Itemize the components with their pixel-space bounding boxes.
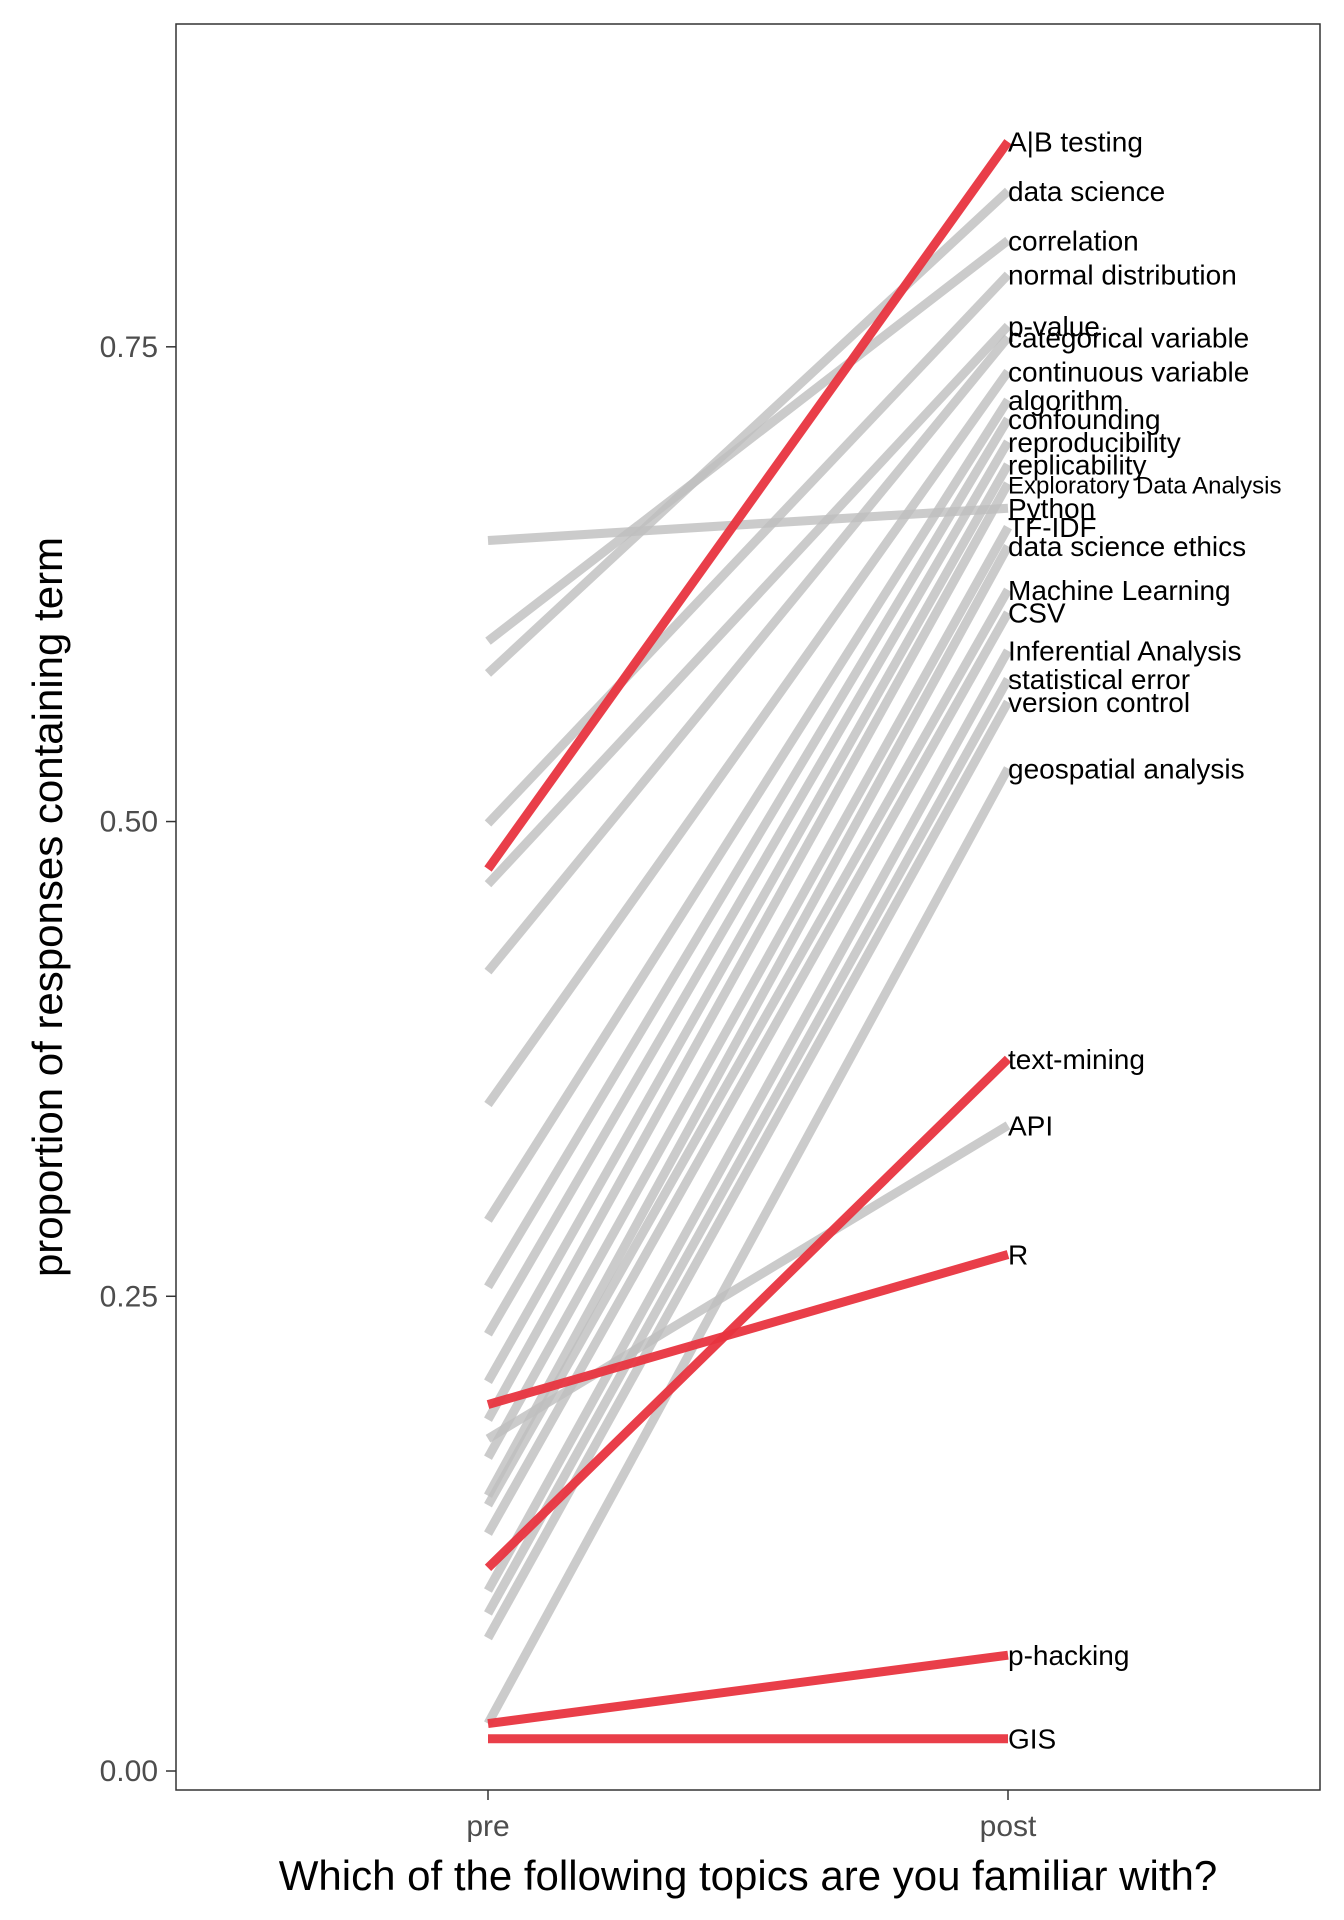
series-label: TF-IDF xyxy=(1008,512,1097,543)
series-label: text-mining xyxy=(1008,1044,1145,1075)
series-label: geospatial analysis xyxy=(1008,753,1245,784)
series-line xyxy=(484,525,1012,1460)
series-label: categorical variable xyxy=(1008,322,1249,353)
series-line xyxy=(487,1650,1009,1728)
series-line xyxy=(484,397,1012,1223)
y-tick-label: 0.00 xyxy=(100,1755,158,1788)
x-axis-title: Which of the following topics are you fa… xyxy=(279,1852,1217,1899)
series-line xyxy=(484,368,1012,1108)
series-line xyxy=(484,439,1012,1337)
series-label: correlation xyxy=(1008,225,1139,256)
series-line xyxy=(484,322,1012,888)
series-label: API xyxy=(1008,1110,1053,1141)
series-line xyxy=(486,1250,1010,1409)
plot-panel xyxy=(176,24,1320,1790)
series-line xyxy=(484,271,1012,827)
y-tick-label: 0.50 xyxy=(100,806,158,839)
series-label: CSV xyxy=(1008,598,1066,629)
series-label: data science xyxy=(1008,176,1165,207)
y-axis-title: proportion of responses containing term xyxy=(24,537,71,1277)
series-line xyxy=(484,544,1012,1498)
x-tick-label: post xyxy=(980,1810,1037,1843)
series-line xyxy=(484,462,1012,1384)
series-label: R xyxy=(1008,1240,1028,1271)
series-label: confounding xyxy=(1008,404,1161,435)
series-line xyxy=(484,187,1012,677)
series-label: Machine Learning xyxy=(1008,575,1231,606)
y-axis: 0.00 0.25 0.50 0.75 xyxy=(100,331,176,1788)
series-line xyxy=(485,236,1011,645)
series-lines xyxy=(484,139,1012,1744)
series-label: reproducibility xyxy=(1008,427,1181,458)
x-axis: pre post xyxy=(466,1790,1037,1843)
series-line xyxy=(487,503,1009,545)
series-label: continuous variable xyxy=(1008,357,1249,388)
series-label: A|B testing xyxy=(1008,127,1143,158)
series-label: Python xyxy=(1008,493,1095,524)
series-label: statistical error xyxy=(1008,664,1190,695)
series-label: p-value xyxy=(1008,311,1100,342)
y-tick-label: 0.75 xyxy=(100,331,158,364)
series-label: replicability xyxy=(1008,450,1147,481)
series-line xyxy=(484,139,1012,872)
series-line xyxy=(484,334,1012,975)
series-line xyxy=(484,1055,1012,1572)
series-line xyxy=(484,587,1012,1508)
series-label: data science ethics xyxy=(1008,531,1246,562)
series-label: Inferential Analysis xyxy=(1008,636,1241,667)
y-tick-label: 0.25 xyxy=(100,1280,158,1313)
series-label: Exploratory Data Analysis xyxy=(1008,473,1281,500)
series-line xyxy=(484,648,1012,1593)
series-label: normal distribution xyxy=(1008,260,1237,291)
series-line xyxy=(484,481,1012,1422)
plot-frame xyxy=(175,23,1321,1791)
series-line xyxy=(484,676,1012,1616)
series-label: version control xyxy=(1008,687,1190,718)
series-label: p-hacking xyxy=(1008,1640,1129,1671)
series-line xyxy=(484,416,1012,1290)
series-label: GIS xyxy=(1008,1724,1056,1755)
series-line xyxy=(484,766,1012,1726)
term-labels: A|B testing data science correlation normal… xyxy=(1008,127,1281,1755)
series-line xyxy=(485,1121,1011,1443)
x-tick-label: pre xyxy=(466,1810,509,1843)
series-label: algorithm xyxy=(1008,385,1123,416)
